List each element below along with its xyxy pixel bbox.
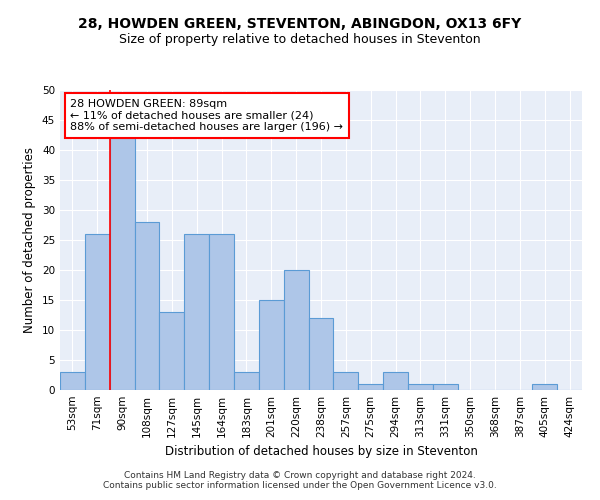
- Bar: [259, 300, 284, 390]
- Bar: [308, 318, 334, 390]
- Bar: [358, 384, 383, 390]
- X-axis label: Distribution of detached houses by size in Steventon: Distribution of detached houses by size …: [164, 446, 478, 458]
- Bar: [60, 372, 85, 390]
- Text: 28, HOWDEN GREEN, STEVENTON, ABINGDON, OX13 6FY: 28, HOWDEN GREEN, STEVENTON, ABINGDON, O…: [79, 18, 521, 32]
- Bar: [209, 234, 234, 390]
- Bar: [234, 372, 259, 390]
- Bar: [532, 384, 557, 390]
- Text: Contains HM Land Registry data © Crown copyright and database right 2024.
Contai: Contains HM Land Registry data © Crown c…: [103, 470, 497, 490]
- Bar: [134, 222, 160, 390]
- Bar: [383, 372, 408, 390]
- Bar: [334, 372, 358, 390]
- Bar: [85, 234, 110, 390]
- Text: Size of property relative to detached houses in Steventon: Size of property relative to detached ho…: [119, 32, 481, 46]
- Bar: [433, 384, 458, 390]
- Bar: [160, 312, 184, 390]
- Text: 28 HOWDEN GREEN: 89sqm
← 11% of detached houses are smaller (24)
88% of semi-det: 28 HOWDEN GREEN: 89sqm ← 11% of detached…: [70, 99, 343, 132]
- Y-axis label: Number of detached properties: Number of detached properties: [23, 147, 37, 333]
- Bar: [408, 384, 433, 390]
- Bar: [184, 234, 209, 390]
- Bar: [110, 138, 134, 390]
- Bar: [284, 270, 308, 390]
